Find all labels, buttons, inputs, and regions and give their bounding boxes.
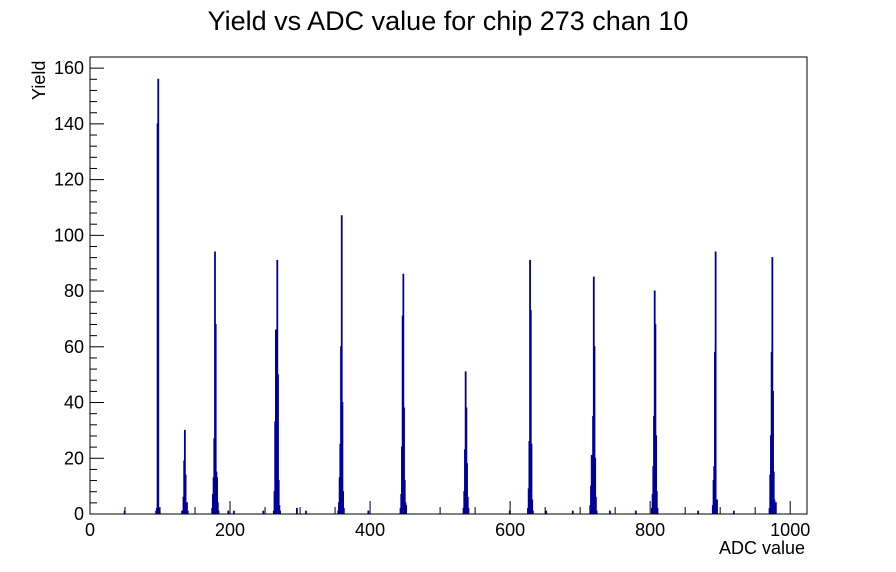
histogram-bin: [181, 510, 183, 514]
histogram-bin: [773, 499, 776, 514]
histogram-bin: [184, 474, 187, 514]
histogram-bin: [697, 510, 700, 514]
histogram-bin: [216, 502, 219, 514]
y-tick-label: 60: [64, 337, 84, 357]
histogram-bin: [529, 310, 532, 514]
histogram-bin: [279, 510, 281, 514]
histogram-bin: [403, 407, 405, 514]
y-tick-label: 20: [64, 448, 84, 468]
histogram-bin: [217, 510, 220, 514]
histogram-bin: [402, 273, 405, 514]
histogram-bin: [655, 435, 658, 514]
histogram-bin: [405, 505, 408, 514]
histogram-bin: [716, 499, 718, 514]
histogram-bin: [594, 496, 597, 514]
y-tick-label: 0: [74, 504, 84, 524]
histogram-bin: [216, 477, 218, 514]
histogram-bin: [594, 457, 597, 514]
histogram-bin: [232, 510, 235, 514]
histogram-bin: [608, 510, 611, 514]
y-tick-label: 100: [54, 225, 84, 245]
histogram-bin: [157, 78, 160, 514]
y-tick-label: 160: [54, 58, 84, 78]
histogram-bin: [655, 491, 658, 514]
histogram-bin: [296, 507, 298, 514]
histogram-bin: [183, 429, 186, 514]
histogram-bin: [656, 507, 659, 514]
histogram-bin: [545, 510, 548, 514]
histogram-bin: [466, 496, 469, 514]
histogram-bin: [367, 510, 370, 514]
y-tick-label: 40: [64, 393, 84, 413]
histogram-bin: [571, 510, 574, 514]
histogram-bin: [186, 502, 188, 514]
histogram-bin: [277, 374, 279, 514]
histogram-bin: [590, 454, 593, 514]
histogram-bin: [214, 323, 217, 514]
histogram-bin: [403, 480, 406, 514]
histogram-bin: [275, 329, 277, 514]
histogram-bin: [531, 510, 534, 514]
histogram-bin: [342, 491, 345, 514]
histogram-bin: [714, 251, 717, 514]
histogram-bin: [772, 471, 775, 514]
histogram-bin: [277, 480, 280, 514]
histogram-bin: [530, 443, 533, 514]
histogram-bin: [772, 390, 774, 514]
y-axis-label: Yield: [29, 61, 49, 100]
histogram-bin: [186, 510, 189, 514]
histogram-bin: [262, 510, 265, 514]
histogram-bin: [654, 323, 657, 514]
histogram-bin: [341, 401, 344, 514]
x-tick-label: 200: [215, 520, 245, 540]
x-tick-label: 600: [495, 520, 525, 540]
histogram-bin: [465, 407, 468, 514]
x-tick-label: 1000: [770, 520, 810, 540]
histogram-bin: [531, 499, 534, 514]
histogram-bin: [774, 502, 777, 514]
histogram-bin: [634, 510, 637, 514]
x-tick-label: 400: [355, 520, 385, 540]
histogram-bin: [466, 463, 468, 514]
x-axis-label: ADC value: [719, 538, 805, 558]
histogram-bin: [342, 507, 345, 514]
x-tick-label: 0: [85, 520, 95, 540]
histogram-bin: [467, 507, 470, 514]
histogram-bin: [340, 215, 343, 514]
y-tick-label: 80: [64, 281, 84, 301]
y-tick-label: 120: [54, 170, 84, 190]
histogram-bin: [305, 510, 307, 514]
plot-frame: [89, 56, 808, 515]
histogram-bin: [771, 257, 774, 514]
chart-title: Yield vs ADC value for chip 273 chan 10: [208, 6, 689, 36]
histogram-bin: [278, 505, 281, 514]
histogram-bin: [732, 510, 735, 514]
x-tick-label: 800: [635, 520, 665, 540]
axes: 0 200 400 600 800 1000 0 20 40 60 80 100 120 140 160: [54, 56, 810, 540]
histogram-bin: [593, 346, 596, 514]
y-tick-label: 140: [54, 114, 84, 134]
histogram-bin: [227, 510, 230, 514]
histogram-bin: [595, 510, 598, 514]
